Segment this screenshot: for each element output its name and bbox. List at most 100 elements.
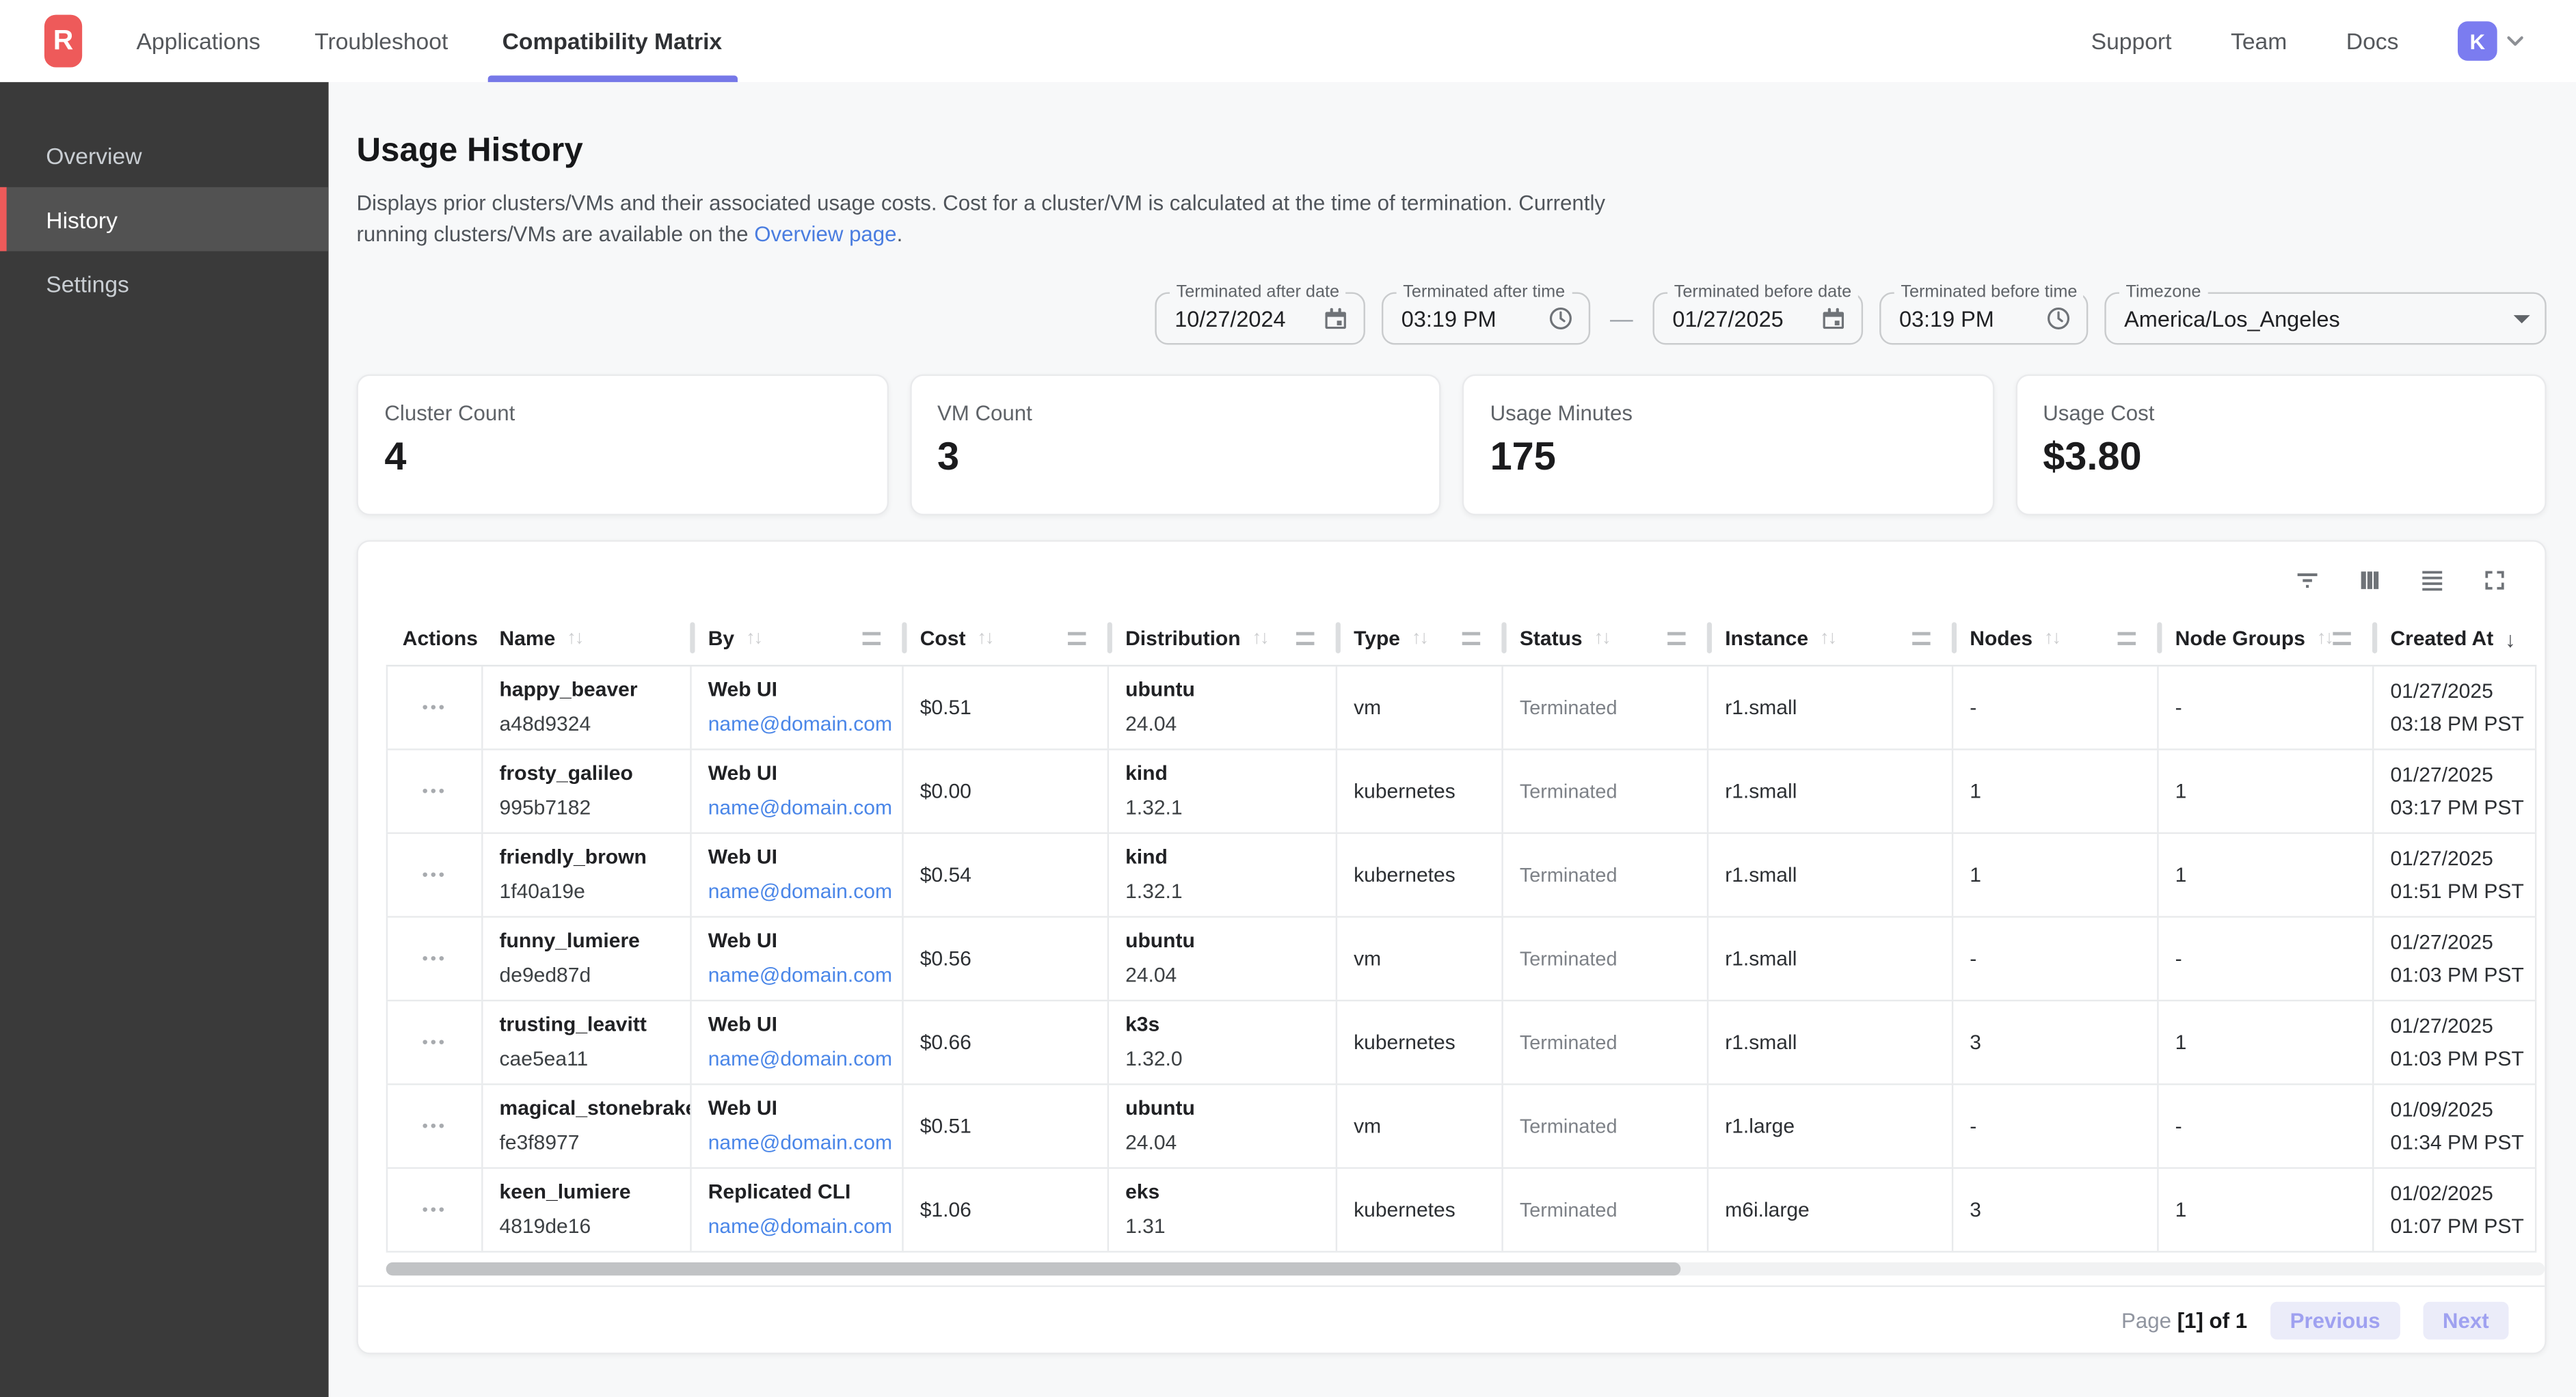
creator-email-link[interactable]: name@domain.com: [708, 1126, 886, 1161]
previous-page-button[interactable]: Previous: [2270, 1301, 2400, 1338]
creator-email-link[interactable]: name@domain.com: [708, 707, 886, 742]
stat-value: $3.80: [2043, 435, 2519, 480]
active-tab-underline: [487, 75, 737, 82]
terminated-before-time-input[interactable]: Terminated before time 03:19 PM: [1879, 293, 2088, 345]
density-icon[interactable]: [2418, 565, 2446, 593]
creator-email-link[interactable]: name@domain.com: [708, 1210, 886, 1244]
nav-link-docs[interactable]: Docs: [2346, 28, 2399, 54]
creator-email-link[interactable]: name@domain.com: [708, 875, 886, 909]
row-actions-button[interactable]: •••: [422, 866, 447, 884]
row-actions-button[interactable]: •••: [422, 1033, 447, 1051]
column-header-distribution[interactable]: Distribution↑↓: [1109, 612, 1337, 665]
clock-icon[interactable]: [1548, 306, 1574, 331]
sort-arrows-icon[interactable]: ↑↓: [1820, 629, 1836, 649]
nodes-count: -: [1970, 696, 2141, 719]
created-time: 01:03 PM PST: [2390, 959, 2518, 992]
calendar-icon[interactable]: [1821, 306, 1847, 331]
sort-arrows-icon[interactable]: ↑↓: [1594, 629, 1609, 649]
column-header-instance[interactable]: Instance↑↓: [1708, 612, 1953, 665]
columns-icon[interactable]: [2356, 565, 2384, 593]
timezone-select[interactable]: Timezone America/Los_Angeles: [2104, 293, 2546, 345]
cell-status: Terminated: [1503, 1085, 1708, 1167]
terminated-after-date-input[interactable]: Terminated after date 10/27/2024: [1155, 293, 1365, 345]
filter-icon[interactable]: [2294, 565, 2322, 593]
row-actions-button[interactable]: •••: [422, 1117, 447, 1135]
sort-arrows-icon[interactable]: ↑↓: [567, 629, 582, 649]
nav-tab-applications[interactable]: Applications: [136, 0, 260, 82]
column-menu-icon[interactable]: [2118, 632, 2136, 645]
cell-created: 01/27/202501:03 PM PST: [2374, 1001, 2536, 1083]
replicated-logo[interactable]: R: [44, 15, 82, 68]
terminated-before-date-input[interactable]: Terminated before date 01/27/2025: [1652, 293, 1863, 345]
row-actions-button[interactable]: •••: [422, 698, 447, 716]
column-header-cost[interactable]: Cost↑↓: [904, 612, 1109, 665]
logo-letter: R: [53, 25, 74, 57]
avatar[interactable]: K: [2458, 21, 2497, 61]
sidebar-item-overview[interactable]: Overview: [0, 123, 329, 187]
sort-desc-icon[interactable]: ↓: [2505, 626, 2516, 651]
nav-tab-troubleshoot[interactable]: Troubleshoot: [314, 0, 448, 82]
creator-email-link[interactable]: name@domain.com: [708, 791, 886, 826]
column-menu-icon[interactable]: [1068, 632, 1086, 645]
cell-name: trusting_leavittcae5ea11: [483, 1001, 691, 1083]
sidebar-item-history[interactable]: History: [0, 187, 329, 252]
sort-arrows-icon[interactable]: ↑↓: [2317, 629, 2333, 649]
cell-instance: r1.small: [1708, 1001, 1953, 1083]
column-header-nodes[interactable]: Nodes ↑↓: [1953, 612, 2158, 665]
cell-name: magical_stonebrakerfe3f8977: [483, 1085, 691, 1167]
cell-status: Terminated: [1503, 918, 1708, 1000]
column-menu-icon[interactable]: [863, 632, 881, 645]
column-menu-icon[interactable]: [1462, 632, 1480, 645]
column-header-by[interactable]: By ↑↓: [692, 612, 904, 665]
column-header-label: Actions: [403, 627, 478, 651]
column-header-type[interactable]: Type↑↓: [1337, 612, 1503, 665]
column-header-status[interactable]: Status↑↓: [1503, 612, 1708, 665]
fullscreen-icon[interactable]: [2481, 565, 2509, 593]
sort-arrows-icon[interactable]: ↑↓: [977, 629, 993, 649]
cost-value: $1.06: [920, 1198, 1091, 1221]
sort-arrows-icon[interactable]: ↑↓: [1412, 629, 1427, 649]
column-menu-icon[interactable]: [2333, 632, 2350, 645]
cell-nodes: 1: [1953, 750, 2158, 832]
created-by: Web UI: [708, 1091, 886, 1126]
column-menu-icon[interactable]: [1912, 632, 1930, 645]
cell-instance: r1.large: [1708, 1085, 1953, 1167]
nav-tab-compatibility-matrix[interactable]: Compatibility Matrix: [502, 0, 723, 82]
column-header-label: Nodes: [1970, 627, 2032, 651]
column-header-node_groups[interactable]: Node Groups↑↓: [2159, 612, 2374, 665]
sort-arrows-icon[interactable]: ↑↓: [746, 629, 762, 649]
cell-node_groups: 1: [2159, 1001, 2374, 1083]
horizontal-scrollbar-thumb[interactable]: [386, 1262, 1682, 1275]
creator-email-link[interactable]: name@domain.com: [708, 959, 886, 993]
terminated-after-time-input[interactable]: Terminated after time 03:19 PM: [1382, 293, 1590, 345]
column-menu-icon[interactable]: [1296, 632, 1314, 645]
row-actions-button[interactable]: •••: [422, 782, 447, 800]
type-value: kubernetes: [1354, 863, 1485, 886]
next-page-button[interactable]: Next: [2423, 1301, 2508, 1338]
clock-icon[interactable]: [2045, 306, 2071, 331]
nav-link-team[interactable]: Team: [2231, 28, 2287, 54]
column-header-label: By: [708, 627, 734, 651]
sidebar-item-settings[interactable]: Settings: [0, 251, 329, 315]
created-time: 01:34 PM PST: [2390, 1126, 2518, 1159]
sort-arrows-icon[interactable]: ↑↓: [1252, 629, 1267, 649]
distribution-name: ubuntu: [1125, 1091, 1319, 1126]
type-value: kubernetes: [1354, 1031, 1485, 1054]
column-header-name[interactable]: Name↑↓: [483, 612, 691, 665]
horizontal-scrollbar-track[interactable]: [386, 1262, 2545, 1275]
creator-email-link[interactable]: name@domain.com: [708, 1042, 886, 1076]
sort-arrows-icon[interactable]: ↑↓: [2044, 629, 2060, 649]
chevron-down-icon[interactable]: [2502, 28, 2528, 54]
nav-link-support[interactable]: Support: [2091, 28, 2172, 54]
node-groups-count: -: [2175, 947, 2356, 971]
column-menu-icon[interactable]: [1667, 632, 1685, 645]
stat-value: 3: [937, 435, 1413, 480]
calendar-icon[interactable]: [1322, 306, 1348, 331]
row-actions-button[interactable]: •••: [422, 1201, 447, 1219]
cell-by: Web UIname@domain.com: [692, 918, 904, 1000]
overview-page-link[interactable]: Overview page: [754, 221, 896, 246]
row-actions-button[interactable]: •••: [422, 949, 447, 967]
cluster-name: funny_lumiere: [500, 924, 674, 958]
account-menu[interactable]: K: [2458, 21, 2528, 61]
column-header-created[interactable]: Created At↓: [2374, 612, 2536, 665]
